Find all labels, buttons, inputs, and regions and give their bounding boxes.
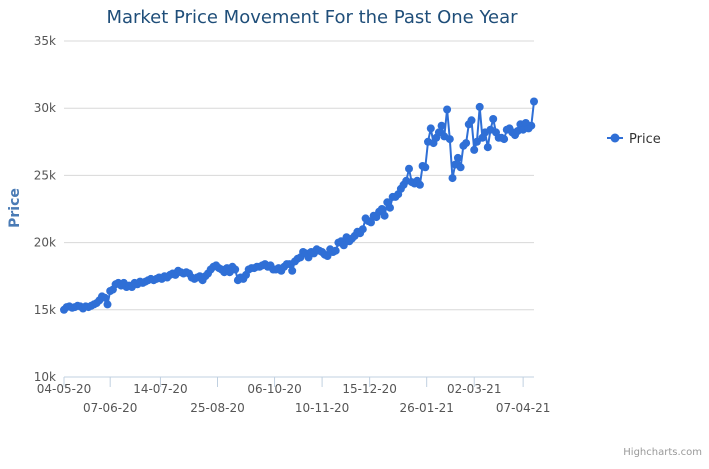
grid-lines (64, 40, 534, 311)
data-point[interactable] (426, 124, 435, 133)
y-tick-label: 30k (34, 101, 56, 115)
data-point[interactable] (445, 135, 454, 144)
data-point[interactable] (467, 116, 476, 125)
credits-link[interactable]: Highcharts.com (623, 447, 702, 458)
data-point[interactable] (323, 252, 332, 260)
data-point[interactable] (415, 180, 424, 189)
legend-marker (610, 133, 620, 143)
data-point[interactable] (377, 205, 386, 213)
data-point[interactable] (331, 246, 340, 255)
legend-item-price[interactable]: Price (629, 132, 661, 147)
x-tick-label: 26-01-21 (399, 401, 453, 415)
data-point[interactable] (475, 102, 484, 111)
data-point[interactable] (358, 225, 367, 234)
data-point[interactable] (470, 145, 479, 154)
data-point[interactable] (103, 300, 112, 309)
data-point[interactable] (456, 163, 465, 172)
x-tick-label: 02-03-21 (447, 382, 501, 396)
data-point[interactable] (527, 121, 536, 130)
data-point[interactable] (448, 174, 457, 183)
x-tick-label: 14-07-20 (133, 382, 187, 396)
x-axis: 04-05-20 07-06-20 14-07-2025-08-2006-10-20… (37, 376, 550, 415)
data-point[interactable] (100, 293, 109, 302)
data-point[interactable] (339, 241, 348, 250)
data-point[interactable] (483, 143, 492, 152)
data-point[interactable] (386, 203, 394, 212)
x-tick-label: 04-05-20 (37, 382, 91, 396)
chart-title: Market Price Movement For the Past One Y… (106, 7, 518, 28)
y-tick-label: 25k (34, 168, 56, 182)
x-tick-label: 25-08-20 (190, 401, 244, 415)
legend[interactable]: Price (607, 132, 661, 147)
x-tick-label: 06-10-20 (247, 382, 301, 396)
y-tick-label: 10k (34, 370, 56, 384)
data-point[interactable] (288, 266, 297, 275)
y-tick-label: 20k (34, 236, 56, 250)
x-tick-label: 07-04-21 (496, 401, 550, 415)
data-point[interactable] (437, 121, 446, 130)
data-point[interactable] (231, 265, 240, 274)
y-axis-label: Price (7, 188, 23, 228)
data-point[interactable] (472, 137, 481, 146)
data-point[interactable] (462, 139, 471, 148)
x-tick-label: 15-12-20 (342, 382, 396, 396)
data-point[interactable] (530, 97, 538, 106)
x-tick-label: 07-06-20 (83, 401, 137, 415)
x-tick-label: 10-11-20 (295, 401, 349, 415)
data-point[interactable] (453, 153, 462, 162)
data-point[interactable] (405, 164, 413, 173)
data-point[interactable] (489, 115, 498, 123)
y-tick-label: 35k (34, 34, 56, 48)
data-point[interactable] (380, 211, 389, 220)
series-price[interactable] (60, 97, 538, 314)
y-axis-ticks: 10k 15k 20k 25k 30k 35k (34, 34, 56, 384)
data-point[interactable] (500, 135, 509, 144)
series-line-price (63, 101, 535, 311)
data-point[interactable] (421, 163, 430, 172)
y-tick-label: 15k (34, 303, 56, 317)
data-point[interactable] (367, 218, 375, 227)
data-point[interactable] (443, 105, 452, 114)
